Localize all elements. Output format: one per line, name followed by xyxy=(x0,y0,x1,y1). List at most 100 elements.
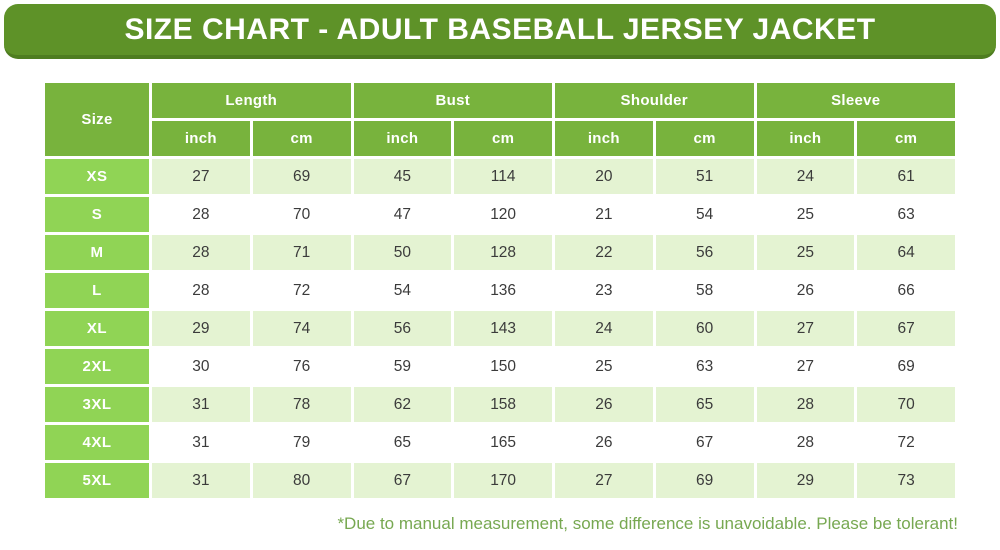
column-group-sleeve: Sleeve xyxy=(756,83,955,118)
table-cell: 65 xyxy=(353,425,452,460)
table-cell: 120 xyxy=(454,197,552,232)
table-cell: 26 xyxy=(756,273,855,308)
table-cell: 29 xyxy=(152,311,250,346)
row-header-size: 2XL xyxy=(45,349,149,384)
table-cell: 31 xyxy=(152,463,250,498)
table-cell: 51 xyxy=(655,159,754,194)
table-cell: 50 xyxy=(353,235,452,270)
table-cell: 73 xyxy=(857,463,955,498)
table-cell: 136 xyxy=(454,273,552,308)
table-cell: 158 xyxy=(454,387,552,422)
table-cell: 27 xyxy=(756,311,855,346)
unit-header-bust-cm: cm xyxy=(454,121,552,156)
table-cell: 63 xyxy=(655,349,754,384)
column-header-size: Size xyxy=(45,83,149,156)
table-cell: 56 xyxy=(353,311,452,346)
table-cell: 69 xyxy=(655,463,754,498)
table-cell: 69 xyxy=(857,349,955,384)
table-cell: 28 xyxy=(756,425,855,460)
row-header-size: M xyxy=(45,235,149,270)
table-cell: 64 xyxy=(857,235,955,270)
unit-header-length-inch: inch xyxy=(152,121,250,156)
table-cell: 76 xyxy=(252,349,351,384)
table-cell: 58 xyxy=(655,273,754,308)
size-chart-table: Size Length Bust Shoulder Sleeve inch cm… xyxy=(42,80,958,501)
row-header-size: 5XL xyxy=(45,463,149,498)
table-cell: 61 xyxy=(857,159,955,194)
table-cell: 79 xyxy=(252,425,351,460)
table-cell: 30 xyxy=(152,349,250,384)
table-cell: 59 xyxy=(353,349,452,384)
table-cell: 80 xyxy=(252,463,351,498)
table-row-2xl: 2XL 30 76 59 150 25 63 27 69 xyxy=(45,349,955,384)
table-cell: 28 xyxy=(756,387,855,422)
table-cell: 65 xyxy=(655,387,754,422)
table-cell: 66 xyxy=(857,273,955,308)
table-cell: 71 xyxy=(252,235,351,270)
table-cell: 28 xyxy=(152,235,250,270)
row-header-size: XS xyxy=(45,159,149,194)
table-cell: 67 xyxy=(655,425,754,460)
table-cell: 31 xyxy=(152,387,250,422)
row-header-size: XL xyxy=(45,311,149,346)
table-cell: 72 xyxy=(252,273,351,308)
unit-header-bust-inch: inch xyxy=(353,121,452,156)
table-cell: 54 xyxy=(655,197,754,232)
unit-header-length-cm: cm xyxy=(252,121,351,156)
table-cell: 22 xyxy=(555,235,653,270)
table-row-3xl: 3XL 31 78 62 158 26 65 28 70 xyxy=(45,387,955,422)
table-cell: 70 xyxy=(252,197,351,232)
table-cell: 27 xyxy=(756,349,855,384)
table-cell: 70 xyxy=(857,387,955,422)
table-row-5xl: 5XL 31 80 67 170 27 69 29 73 xyxy=(45,463,955,498)
table-cell: 114 xyxy=(454,159,552,194)
row-header-size: S xyxy=(45,197,149,232)
table-row-xs: XS 27 69 45 114 20 51 24 61 xyxy=(45,159,955,194)
table-cell: 170 xyxy=(454,463,552,498)
table-row-s: S 28 70 47 120 21 54 25 63 xyxy=(45,197,955,232)
table-cell: 21 xyxy=(555,197,653,232)
table-cell: 78 xyxy=(252,387,351,422)
table-cell: 23 xyxy=(555,273,653,308)
title-banner: SIZE CHART - ADULT BASEBALL JERSEY JACKE… xyxy=(4,4,996,59)
unit-header-shoulder-cm: cm xyxy=(655,121,754,156)
table-cell: 128 xyxy=(454,235,552,270)
table-cell: 27 xyxy=(152,159,250,194)
table-cell: 143 xyxy=(454,311,552,346)
table-cell: 29 xyxy=(756,463,855,498)
table-cell: 56 xyxy=(655,235,754,270)
table-cell: 69 xyxy=(252,159,351,194)
table-cell: 20 xyxy=(555,159,653,194)
table-cell: 67 xyxy=(353,463,452,498)
row-header-size: 3XL xyxy=(45,387,149,422)
table-cell: 67 xyxy=(857,311,955,346)
table-cell: 63 xyxy=(857,197,955,232)
table-header: Size Length Bust Shoulder Sleeve inch cm… xyxy=(45,83,955,156)
row-header-size: 4XL xyxy=(45,425,149,460)
table-cell: 150 xyxy=(454,349,552,384)
table-cell: 74 xyxy=(252,311,351,346)
table-cell: 165 xyxy=(454,425,552,460)
table-row-xl: XL 29 74 56 143 24 60 27 67 xyxy=(45,311,955,346)
page-title: SIZE CHART - ADULT BASEBALL JERSEY JACKE… xyxy=(124,12,876,46)
table-row-4xl: 4XL 31 79 65 165 26 67 28 72 xyxy=(45,425,955,460)
table-cell: 60 xyxy=(655,311,754,346)
table-row-m: M 28 71 50 128 22 56 25 64 xyxy=(45,235,955,270)
table-cell: 26 xyxy=(555,387,653,422)
unit-header-sleeve-cm: cm xyxy=(857,121,955,156)
table-cell: 24 xyxy=(756,159,855,194)
table-body: XS 27 69 45 114 20 51 24 61 S 28 70 47 1… xyxy=(45,159,955,498)
table-cell: 45 xyxy=(353,159,452,194)
table-cell: 31 xyxy=(152,425,250,460)
table-row-l: L 28 72 54 136 23 58 26 66 xyxy=(45,273,955,308)
footer-note: *Due to manual measurement, some differe… xyxy=(337,514,958,533)
column-group-shoulder: Shoulder xyxy=(555,83,754,118)
table-cell: 27 xyxy=(555,463,653,498)
group-header-row: Size Length Bust Shoulder Sleeve xyxy=(45,83,955,156)
table-cell: 24 xyxy=(555,311,653,346)
table-cell: 28 xyxy=(152,197,250,232)
unit-header-sleeve-inch: inch xyxy=(756,121,855,156)
table-cell: 28 xyxy=(152,273,250,308)
table-cell: 62 xyxy=(353,387,452,422)
table-cell: 25 xyxy=(756,235,855,270)
